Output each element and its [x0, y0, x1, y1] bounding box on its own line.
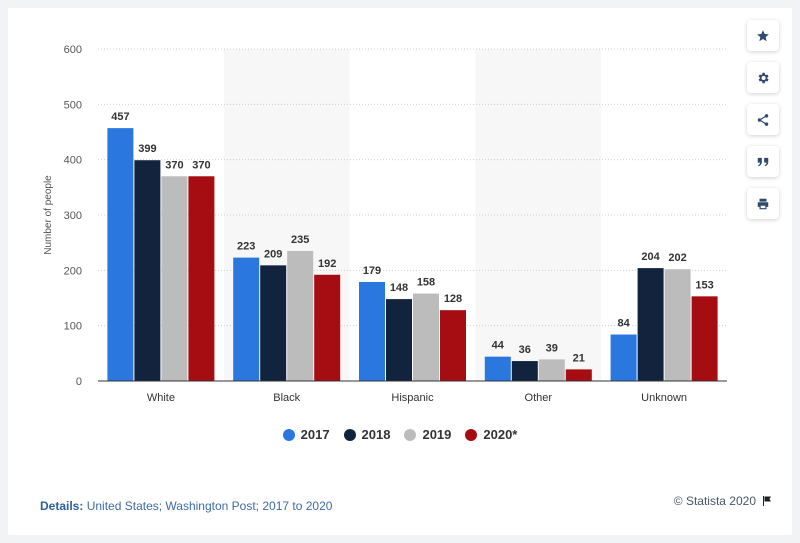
x-tick-label: Black [273, 392, 300, 404]
data-label: 153 [695, 279, 713, 291]
settings-button[interactable] [747, 62, 779, 93]
quote-icon [757, 157, 769, 166]
chart-legend: 2017 2018 2019 2020* [0, 427, 800, 442]
bar[interactable] [386, 299, 412, 381]
x-tick-label: Hispanic [391, 392, 434, 404]
legend-label: 2020* [483, 427, 518, 442]
print-button[interactable] [747, 188, 779, 219]
data-label: 128 [444, 293, 462, 305]
data-label: 223 [237, 241, 255, 253]
bar[interactable] [565, 369, 592, 381]
bar[interactable] [440, 310, 466, 381]
statista-credit[interactable]: © Statista 2020 [674, 494, 773, 508]
legend-marker [465, 428, 478, 441]
data-label: 21 [573, 352, 585, 364]
data-label: 209 [264, 248, 282, 260]
favorite-button[interactable] [747, 20, 779, 51]
legend-marker [343, 428, 356, 441]
bar[interactable] [260, 265, 287, 381]
bar[interactable] [359, 281, 385, 381]
category-band [475, 49, 602, 381]
bar[interactable] [233, 257, 260, 381]
data-label: 204 [641, 251, 660, 263]
data-label: 39 [546, 342, 558, 354]
data-label: 36 [519, 344, 531, 356]
bar[interactable] [691, 296, 718, 381]
bar[interactable] [538, 359, 565, 381]
chart-details: Details: United States; Washington Post;… [40, 499, 332, 513]
y-tick-label: 500 [64, 99, 82, 111]
y-tick-label: 200 [64, 265, 82, 277]
share-button[interactable] [747, 104, 779, 135]
bar[interactable] [188, 176, 215, 381]
details-text[interactable]: United States; Washington Post; 2017 to … [86, 499, 333, 513]
legend-label: 2017 [300, 427, 330, 442]
x-tick-label: Other [525, 392, 553, 404]
bar[interactable] [107, 128, 134, 381]
x-tick-label: Unknown [641, 392, 687, 404]
legend-marker [282, 428, 295, 441]
data-label: 370 [165, 159, 183, 171]
data-label: 44 [492, 340, 505, 352]
bar[interactable] [637, 268, 664, 381]
details-label: Details: [40, 499, 84, 513]
bar[interactable] [484, 356, 511, 381]
bar[interactable] [610, 334, 637, 381]
bar[interactable] [287, 250, 314, 381]
y-tick-label: 0 [76, 376, 82, 388]
data-label: 457 [111, 111, 129, 123]
gear-icon [758, 72, 769, 83]
data-label: 370 [192, 159, 210, 171]
y-tick-label: 400 [64, 155, 82, 167]
credit-text: © Statista 2020 [673, 494, 756, 508]
data-label: 158 [417, 277, 435, 289]
bar[interactable] [134, 160, 161, 381]
data-label: 235 [291, 234, 309, 246]
cite-button[interactable] [747, 146, 779, 177]
data-label: 192 [318, 258, 336, 270]
data-label: 202 [668, 252, 686, 264]
legend-item[interactable]: 2018 [343, 427, 391, 442]
legend-item[interactable]: 2020* [465, 427, 517, 442]
y-tick-label: 300 [64, 210, 82, 222]
y-tick-label: 600 [64, 44, 82, 56]
share-icon [757, 113, 769, 126]
legend-marker [404, 428, 417, 441]
legend-item[interactable]: 2017 [282, 427, 330, 442]
legend-label: 2019 [422, 427, 452, 442]
bar[interactable] [413, 293, 439, 381]
bar[interactable] [314, 274, 341, 381]
chart-toolbar [747, 20, 779, 219]
x-tick-label: White [147, 392, 175, 404]
flag-icon [763, 496, 771, 506]
star-icon [757, 29, 769, 41]
data-label: 84 [617, 318, 630, 330]
y-tick-label: 100 [64, 321, 82, 333]
bar[interactable] [511, 361, 538, 381]
bar[interactable] [161, 176, 188, 381]
legend-label: 2018 [361, 427, 391, 442]
legend-item[interactable]: 2019 [404, 427, 451, 442]
y-axis-label: Number of people [43, 175, 54, 255]
data-label: 399 [138, 143, 156, 155]
bar[interactable] [664, 269, 691, 381]
data-label: 148 [390, 282, 408, 294]
print-icon [757, 198, 769, 209]
data-label: 179 [363, 265, 381, 277]
